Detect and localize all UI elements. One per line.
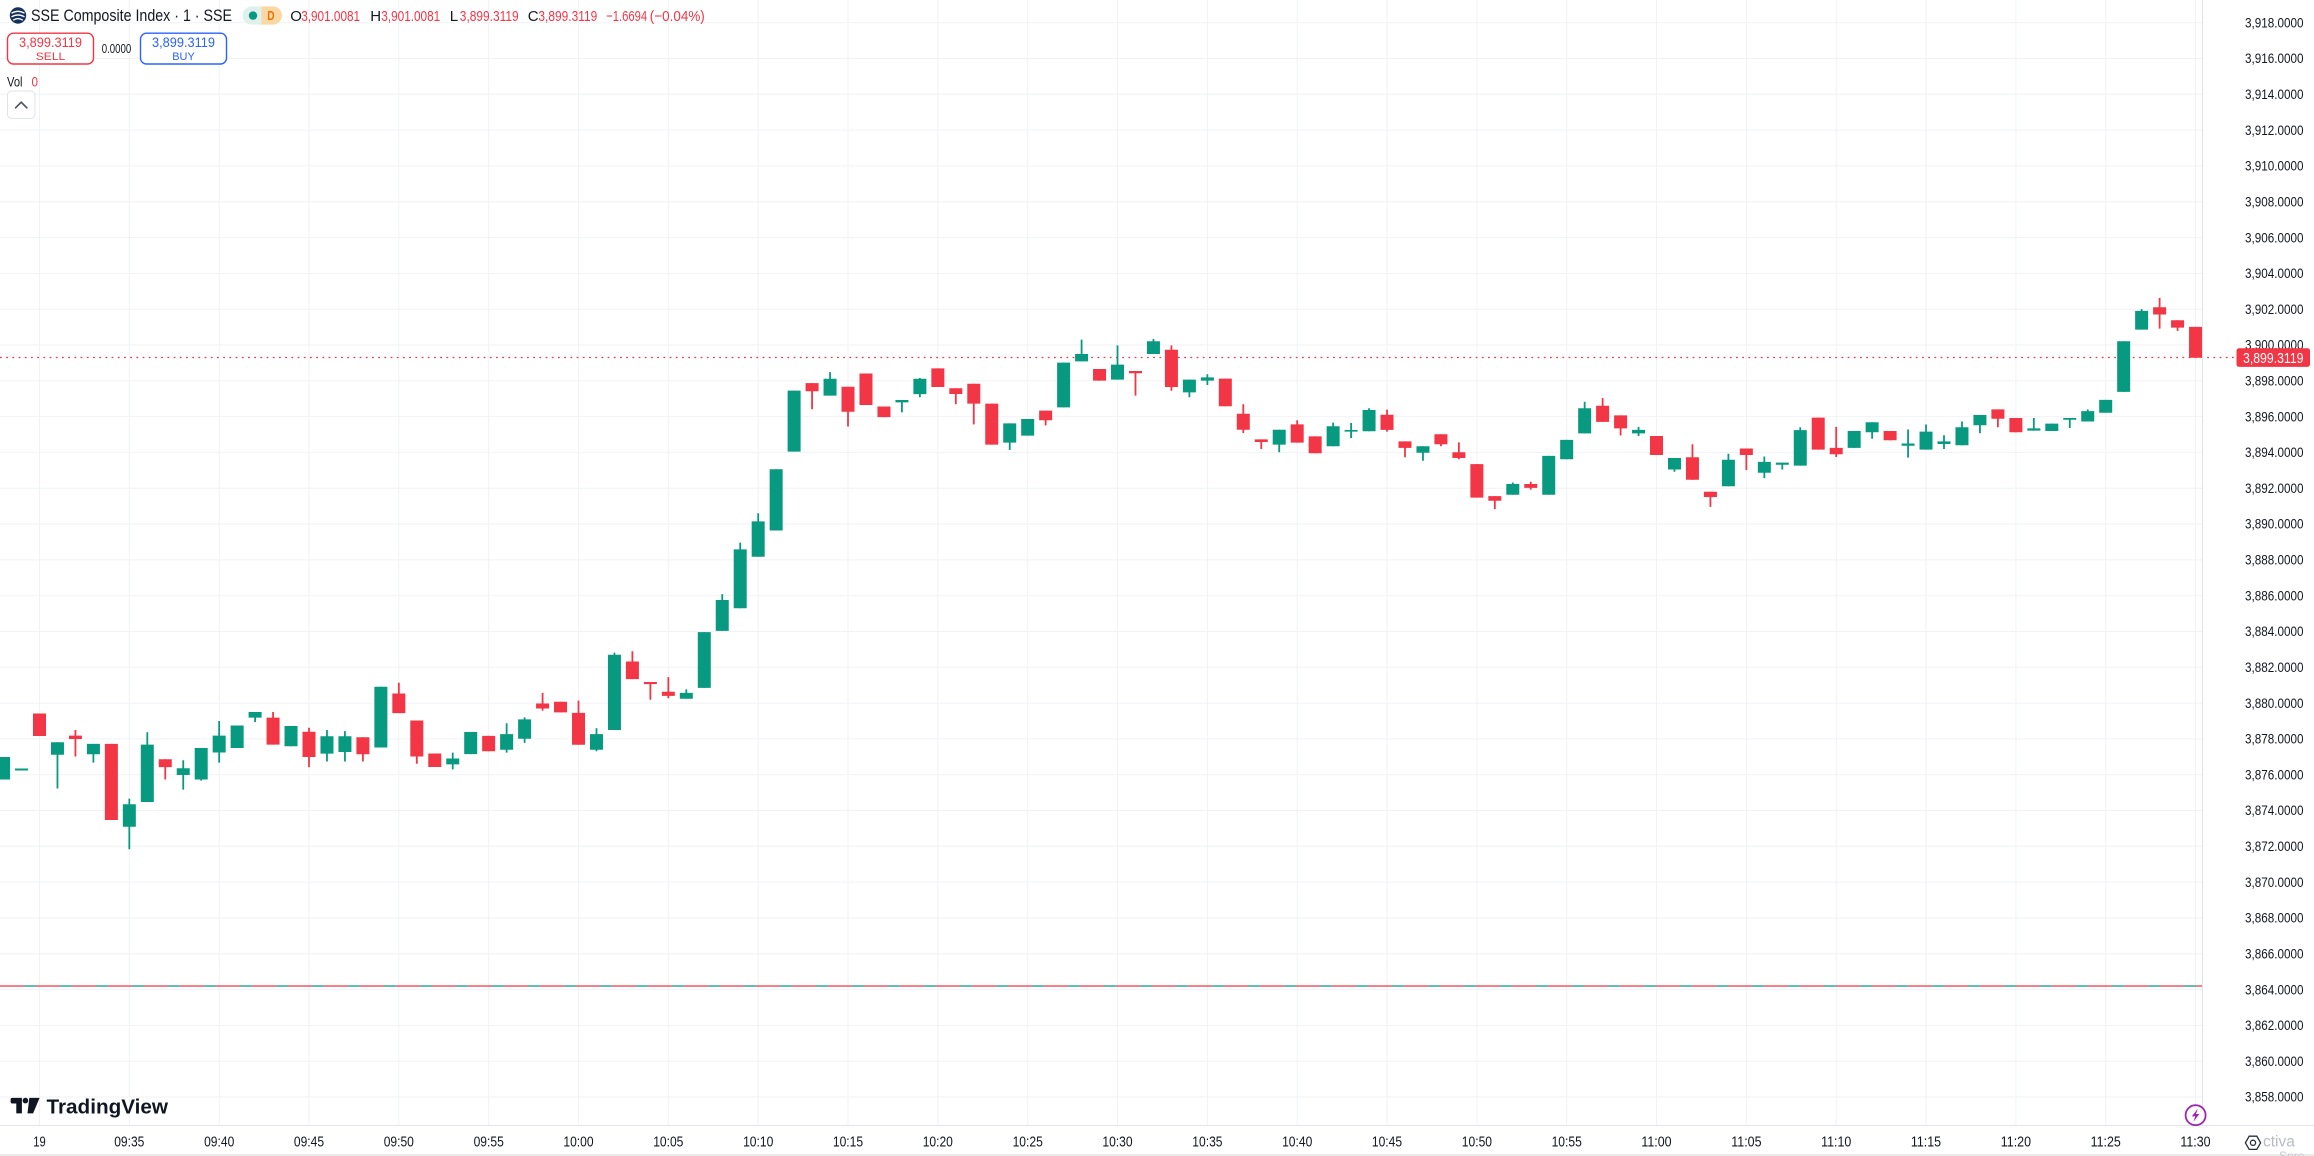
svg-text:10:30: 10:30 xyxy=(1102,1135,1132,1151)
svg-text:Vol: Vol xyxy=(7,74,23,89)
svg-text:11:25: 11:25 xyxy=(2091,1135,2121,1151)
svg-text:3,892.0000: 3,892.0000 xyxy=(2245,481,2304,497)
svg-text:09:35: 09:35 xyxy=(114,1135,144,1151)
svg-text:3,858.0000: 3,858.0000 xyxy=(2245,1090,2304,1106)
svg-text:10:45: 10:45 xyxy=(1372,1135,1402,1151)
svg-text:3,862.0000: 3,862.0000 xyxy=(2245,1018,2304,1034)
svg-text:3,908.0000: 3,908.0000 xyxy=(2245,194,2304,210)
svg-text:11:00: 11:00 xyxy=(1641,1135,1671,1151)
svg-text:09:45: 09:45 xyxy=(294,1135,324,1151)
svg-text:10:05: 10:05 xyxy=(653,1135,683,1151)
svg-text:3,884.0000: 3,884.0000 xyxy=(2245,624,2304,640)
svg-text:3,918.0000: 3,918.0000 xyxy=(2245,15,2304,31)
svg-text:3,886.0000: 3,886.0000 xyxy=(2245,588,2304,604)
svg-text:3,914.0000: 3,914.0000 xyxy=(2245,87,2304,103)
svg-text:O: O xyxy=(290,8,302,25)
svg-text:3,876.0000: 3,876.0000 xyxy=(2245,767,2304,783)
svg-text:3,878.0000: 3,878.0000 xyxy=(2245,732,2304,748)
svg-text:11:30: 11:30 xyxy=(2180,1135,2210,1151)
svg-text:D: D xyxy=(267,8,274,23)
svg-text:3,872.0000: 3,872.0000 xyxy=(2245,839,2304,855)
svg-text:SSE Composite Index · 1 · SSE: SSE Composite Index · 1 · SSE xyxy=(31,7,232,25)
svg-text:3,882.0000: 3,882.0000 xyxy=(2245,660,2304,676)
svg-text:C: C xyxy=(528,8,539,25)
svg-text:10:20: 10:20 xyxy=(923,1135,953,1151)
svg-text:10:40: 10:40 xyxy=(1282,1135,1312,1151)
svg-text:09:40: 09:40 xyxy=(204,1135,234,1151)
svg-text:11:10: 11:10 xyxy=(1821,1135,1851,1151)
svg-text:3,870.0000: 3,870.0000 xyxy=(2245,875,2304,891)
svg-text:H: H xyxy=(370,8,381,25)
svg-text:3,874.0000: 3,874.0000 xyxy=(2245,803,2304,819)
svg-text:SELL: SELL xyxy=(36,51,65,63)
svg-text:09:55: 09:55 xyxy=(474,1135,504,1151)
svg-text:3,906.0000: 3,906.0000 xyxy=(2245,230,2304,246)
svg-text:−1.6694: −1.6694 xyxy=(606,8,647,25)
svg-text:10:00: 10:00 xyxy=(563,1135,593,1151)
svg-text:3,899.3119: 3,899.3119 xyxy=(152,35,215,50)
svg-text:3,894.0000: 3,894.0000 xyxy=(2245,445,2304,461)
svg-text:BUY: BUY xyxy=(172,51,195,63)
svg-text:3,899.3119: 3,899.3119 xyxy=(460,8,519,25)
svg-text:3,898.0000: 3,898.0000 xyxy=(2245,374,2304,390)
svg-text:L: L xyxy=(450,8,458,25)
svg-text:3,901.0081: 3,901.0081 xyxy=(381,8,440,25)
svg-text:10:15: 10:15 xyxy=(833,1135,863,1151)
svg-text:3,864.0000: 3,864.0000 xyxy=(2245,982,2304,998)
svg-text:(−0.04%): (−0.04%) xyxy=(650,8,705,25)
svg-text:3,899.3119: 3,899.3119 xyxy=(538,8,597,25)
svg-text:11:15: 11:15 xyxy=(1911,1135,1941,1151)
svg-text:09:50: 09:50 xyxy=(384,1135,414,1151)
svg-text:3,916.0000: 3,916.0000 xyxy=(2245,51,2304,67)
svg-text:3,888.0000: 3,888.0000 xyxy=(2245,553,2304,569)
svg-text:3,912.0000: 3,912.0000 xyxy=(2245,123,2304,139)
svg-text:3,880.0000: 3,880.0000 xyxy=(2245,696,2304,712)
svg-text:Spre: Spre xyxy=(2279,1149,2305,1156)
svg-text:10:10: 10:10 xyxy=(743,1135,773,1151)
svg-text:TradingView: TradingView xyxy=(47,1095,169,1118)
svg-text:3,910.0000: 3,910.0000 xyxy=(2245,159,2304,175)
svg-text:3,896.0000: 3,896.0000 xyxy=(2245,409,2304,425)
svg-text:10:55: 10:55 xyxy=(1552,1135,1582,1151)
svg-text:3,868.0000: 3,868.0000 xyxy=(2245,911,2304,927)
svg-text:3,901.0081: 3,901.0081 xyxy=(301,8,360,25)
svg-text:11:20: 11:20 xyxy=(2001,1135,2031,1151)
svg-text:3,860.0000: 3,860.0000 xyxy=(2245,1054,2304,1070)
svg-text:0.0000: 0.0000 xyxy=(102,42,132,56)
svg-text:11:05: 11:05 xyxy=(1731,1135,1761,1151)
svg-text:3,899.3119: 3,899.3119 xyxy=(2243,351,2304,367)
svg-text:ctiva: ctiva xyxy=(2263,1134,2295,1151)
svg-text:3,899.3119: 3,899.3119 xyxy=(19,35,82,50)
svg-text:3,890.0000: 3,890.0000 xyxy=(2245,517,2304,533)
svg-text:10:35: 10:35 xyxy=(1192,1135,1222,1151)
svg-text:10:50: 10:50 xyxy=(1462,1135,1492,1151)
svg-text:3,904.0000: 3,904.0000 xyxy=(2245,266,2304,282)
svg-text:10:25: 10:25 xyxy=(1013,1135,1043,1151)
svg-text:19: 19 xyxy=(33,1135,46,1151)
svg-text:0: 0 xyxy=(32,74,39,89)
svg-text:3,866.0000: 3,866.0000 xyxy=(2245,947,2304,963)
svg-text:3,902.0000: 3,902.0000 xyxy=(2245,302,2304,318)
